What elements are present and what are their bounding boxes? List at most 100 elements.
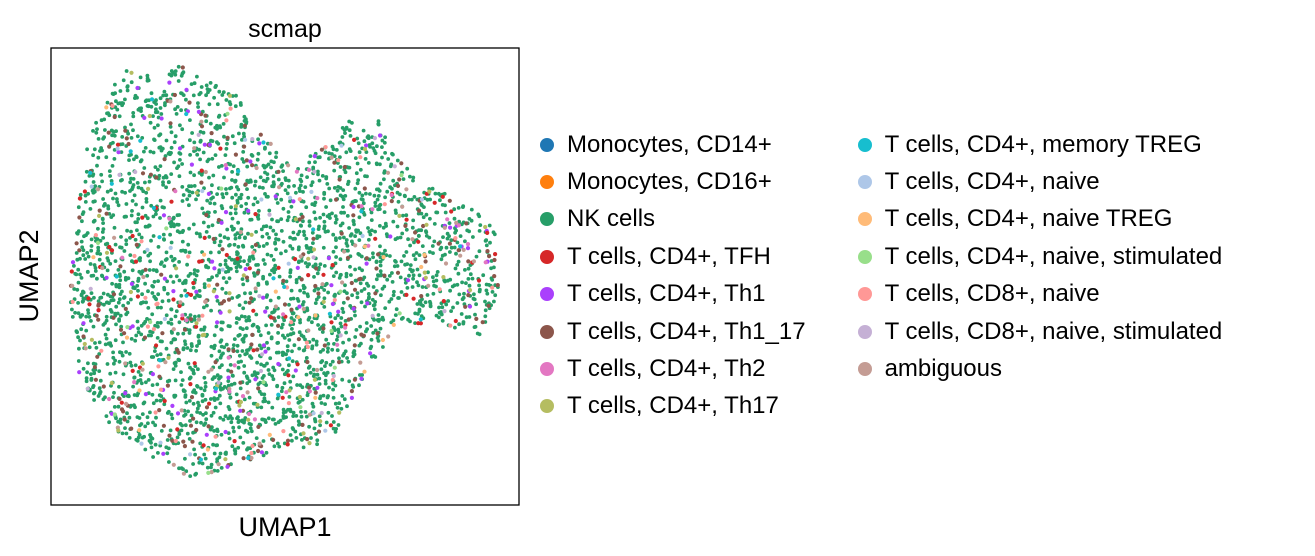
cell-point xyxy=(295,362,300,367)
cell-point xyxy=(269,323,274,327)
cell-point xyxy=(135,134,140,139)
cell-point xyxy=(108,371,113,376)
cell-point xyxy=(85,386,90,391)
cell-point xyxy=(233,236,238,241)
cell-point xyxy=(483,314,488,319)
cell-point xyxy=(188,170,193,175)
cell-point xyxy=(162,237,166,242)
cell-point xyxy=(423,300,428,305)
cell-point xyxy=(317,382,322,386)
cell-point xyxy=(140,361,145,366)
cell-point xyxy=(108,308,113,312)
cell-point xyxy=(286,401,291,406)
cell-point xyxy=(390,186,394,191)
cell-point xyxy=(219,186,224,191)
cell-point xyxy=(300,214,305,220)
cell-point xyxy=(126,301,131,305)
cell-point xyxy=(144,200,149,204)
cell-point xyxy=(200,188,205,194)
cell-point xyxy=(447,221,452,226)
cell-point xyxy=(152,294,157,299)
cell-point xyxy=(364,191,368,196)
cell-point xyxy=(149,91,154,96)
cell-point xyxy=(232,381,237,386)
cell-point xyxy=(452,207,457,212)
cell-point xyxy=(297,186,302,191)
cell-point xyxy=(123,306,128,311)
cell-point xyxy=(330,301,335,307)
cell-point xyxy=(120,142,125,147)
cell-point xyxy=(357,190,362,195)
cell-point xyxy=(288,433,293,437)
cell-point xyxy=(373,200,378,205)
cell-point xyxy=(264,323,268,328)
cell-point xyxy=(89,244,94,248)
cell-point xyxy=(161,232,166,237)
cell-point xyxy=(241,441,246,445)
cell-point xyxy=(253,377,258,382)
cell-point xyxy=(92,189,97,194)
cell-point xyxy=(167,72,172,77)
cell-point xyxy=(357,150,362,155)
legend-marker xyxy=(540,212,554,227)
cell-point xyxy=(395,158,400,163)
cell-point xyxy=(83,200,88,204)
cell-point xyxy=(117,172,122,177)
cell-point xyxy=(91,153,95,158)
cell-point xyxy=(140,215,145,220)
legend-label: T cells, CD4+, Th2 xyxy=(567,355,766,383)
cell-point xyxy=(81,321,86,326)
cell-point xyxy=(369,228,374,233)
cell-point xyxy=(335,405,340,410)
cell-point xyxy=(107,420,111,425)
cell-point xyxy=(342,397,347,402)
cell-point xyxy=(296,400,301,405)
cell-point xyxy=(129,122,133,127)
cell-point xyxy=(228,211,233,216)
cell-point xyxy=(346,248,350,253)
cell-point xyxy=(159,116,164,121)
cell-point xyxy=(77,248,82,253)
cell-point xyxy=(215,282,220,287)
cell-point xyxy=(373,229,377,234)
cell-point xyxy=(230,134,235,139)
cell-point xyxy=(100,273,104,278)
cell-point xyxy=(322,219,327,224)
cell-point xyxy=(154,343,159,348)
cell-point xyxy=(381,255,386,260)
cell-point xyxy=(323,150,328,155)
cell-point xyxy=(297,394,302,400)
cell-point xyxy=(313,283,318,289)
cell-point xyxy=(179,248,184,253)
cell-point xyxy=(311,255,316,260)
cell-point xyxy=(264,383,268,387)
cell-point xyxy=(282,372,287,377)
cell-point xyxy=(318,394,323,399)
cell-point xyxy=(293,217,298,222)
cell-point xyxy=(268,225,273,230)
cell-point xyxy=(243,352,248,357)
cell-point xyxy=(434,313,439,318)
legend-label: T cells, CD4+, naive xyxy=(884,168,1100,196)
cell-point xyxy=(157,408,162,413)
cell-point xyxy=(358,373,362,377)
cell-point xyxy=(345,296,350,301)
cell-point xyxy=(322,305,327,309)
cell-point xyxy=(185,197,190,202)
cell-point xyxy=(336,423,341,427)
cell-point xyxy=(237,353,242,358)
cell-point xyxy=(195,344,199,348)
cell-point xyxy=(188,313,193,317)
cell-point xyxy=(485,230,490,235)
cell-point xyxy=(317,178,322,183)
cell-point xyxy=(105,100,110,105)
cell-point xyxy=(421,223,426,229)
cell-point xyxy=(165,438,170,442)
cell-point xyxy=(203,456,208,461)
cell-point xyxy=(312,377,317,382)
cell-point xyxy=(125,394,130,398)
cell-point xyxy=(203,113,208,118)
cell-point xyxy=(334,245,338,250)
cell-point xyxy=(231,374,235,378)
cell-point xyxy=(227,436,232,441)
